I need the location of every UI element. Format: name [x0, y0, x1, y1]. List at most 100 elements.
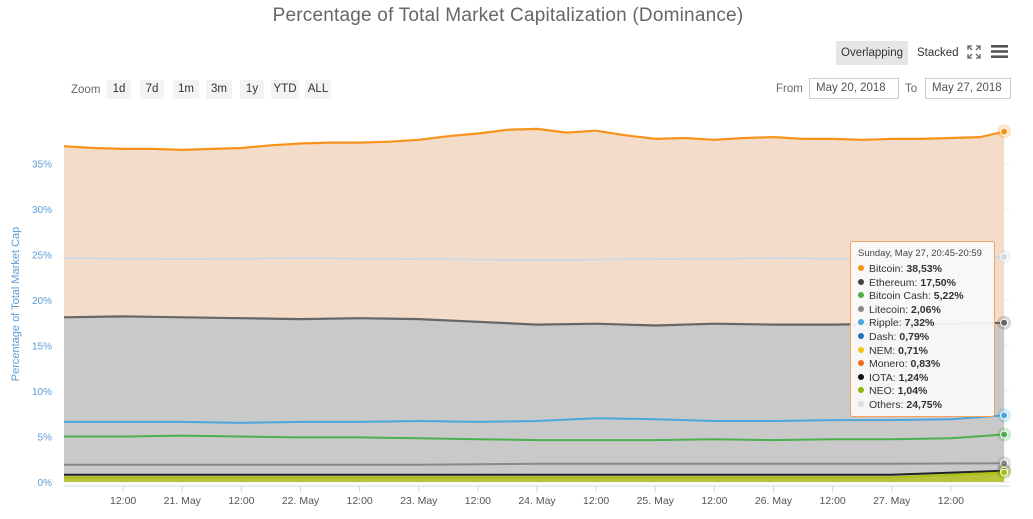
tooltip-series-name: NEM:: [869, 344, 899, 357]
series-dot-icon: [858, 400, 864, 407]
tooltip-series-value: 7,32%: [904, 317, 935, 330]
zoom-1d-button[interactable]: 1d: [107, 80, 131, 99]
data-point-bitcoin[interactable]: [1000, 127, 1009, 136]
series-line-bitcoin-cash[interactable]: [64, 433, 1005, 442]
y-tick-label: 0%: [38, 478, 53, 489]
series-line-neo[interactable]: [64, 471, 1005, 479]
tooltip-series-name: Bitcoin:: [869, 263, 907, 275]
data-point-bitcoin-cash[interactable]: [1000, 430, 1009, 439]
data-point-others[interactable]: [1000, 252, 1009, 261]
tooltip-header: Sunday, May 27, 20:45-20:59: [858, 248, 982, 259]
x-tick-label: 12:00: [346, 495, 372, 507]
x-tick-label: 12:00: [228, 495, 254, 507]
data-point-ethereum[interactable]: [1000, 318, 1009, 327]
series-line-ripple[interactable]: [64, 414, 1005, 424]
chart-title: Percentage of Total Market Capitalizatio…: [272, 5, 744, 26]
from-label: From: [776, 83, 803, 95]
tooltip-row: Monero: 0,83%: [858, 358, 987, 372]
x-tick-label: 26. May: [755, 495, 793, 507]
x-tick-label: 23. May: [400, 495, 438, 507]
tooltip-series-value: 0,83%: [910, 358, 941, 371]
from-date-input[interactable]: [809, 78, 899, 99]
zoom-1y-button[interactable]: 1y: [240, 80, 264, 99]
x-tick-label: 12:00: [938, 495, 964, 507]
hamburger-menu-icon[interactable]: [991, 44, 1008, 59]
tooltip-row: Bitcoin: 38,53%: [858, 263, 987, 277]
series-dot-icon: [858, 373, 864, 380]
series-dot-icon: [858, 278, 864, 285]
to-date-input[interactable]: [925, 78, 1011, 99]
series-line-bitcoin[interactable]: [63, 127, 1005, 151]
tooltip-series-value: 17,50%: [920, 276, 956, 289]
zoom-3m-button[interactable]: 3m: [206, 80, 232, 99]
zoom-7d-button[interactable]: 7d: [140, 80, 164, 99]
x-tick-label: 12:00: [110, 495, 136, 507]
tooltip-series-value: 24,75%: [906, 398, 942, 411]
tooltip-row: Litecoin: 2,06%: [858, 304, 987, 318]
tooltip-series-name: NEO:: [869, 385, 898, 398]
series-dot-icon: [858, 292, 864, 299]
data-point-ripple[interactable]: [1000, 411, 1009, 420]
tooltip-row: Ripple: 7,32%: [858, 317, 987, 331]
tooltip-row: Others: 24,75%: [858, 399, 987, 413]
stacked-button[interactable]: Stacked: [917, 47, 959, 59]
fullscreen-icon[interactable]: [967, 45, 981, 59]
tooltip-series-value: 0,79%: [899, 330, 930, 343]
series-line-iota[interactable]: [64, 469, 1005, 476]
series-dot-icon: [858, 346, 864, 353]
x-tick-label: 27. May: [873, 495, 911, 507]
series-dot-icon: [858, 319, 864, 326]
series-dot-icon: [858, 360, 864, 367]
x-tick-label: 21. May: [164, 495, 202, 507]
y-tick-label: 5%: [38, 433, 53, 444]
y-tick-label: 10%: [32, 387, 52, 398]
tooltip-series-name: Bitcoin Cash:: [869, 290, 934, 303]
chart-tooltip: Sunday, May 27, 20:45-20:59 Bitcoin: 38,…: [850, 241, 995, 417]
tooltip-series-value: 38,53%: [906, 263, 942, 275]
tooltip-series-name: Monero:: [869, 358, 911, 371]
zoom-label: Zoom: [71, 84, 101, 96]
tooltip-row: IOTA: 1,24%: [858, 372, 987, 386]
tooltip-series-value: 1,04%: [897, 385, 928, 398]
x-tick-label: 25. May: [637, 495, 675, 507]
tooltip-row: NEM: 0,71%: [858, 345, 987, 359]
tooltip-series-name: Ethereum:: [869, 276, 921, 289]
tooltip-series-value: 5,22%: [933, 290, 964, 303]
tooltip-row: Ethereum: 17,50%: [858, 277, 987, 291]
zoom-all-button[interactable]: ALL: [305, 80, 331, 99]
tooltip-row: Bitcoin Cash: 5,22%: [858, 290, 987, 304]
series-dot-icon: [858, 387, 864, 394]
data-point-neo[interactable]: [1000, 468, 1009, 477]
x-tick-label: 12:00: [583, 495, 609, 507]
series-dot-icon: [858, 265, 864, 271]
zoom-1m-button[interactable]: 1m: [173, 80, 199, 99]
tooltip-series-name: Others:: [869, 398, 907, 411]
zoom-ytd-button[interactable]: YTD: [271, 80, 299, 99]
tooltip-series-name: Dash:: [869, 330, 900, 343]
y-tick-label: 25%: [32, 251, 52, 262]
tooltip-series-name: Ripple:: [869, 317, 905, 330]
x-tick-label: 24. May: [518, 495, 556, 507]
series-line-litecoin[interactable]: [64, 462, 1005, 466]
x-tick-label: 12:00: [701, 495, 727, 507]
tooltip-series-name: Litecoin:: [869, 303, 912, 316]
tooltip-series-value: 0,71%: [898, 344, 928, 357]
tooltip-row: Dash: 0,79%: [858, 331, 987, 345]
tooltip-row: NEO: 1,04%: [858, 385, 987, 399]
y-tick-label: 35%: [32, 160, 52, 171]
x-tick-label: 22. May: [282, 495, 320, 507]
to-label: To: [905, 83, 918, 95]
tooltip-series-value: 2,06%: [911, 303, 941, 316]
y-tick-label: 30%: [32, 205, 52, 216]
y-tick-label: 20%: [32, 296, 52, 307]
y-tick-label: 15%: [32, 342, 52, 353]
tooltip-series-name: IOTA:: [869, 371, 899, 384]
series-dot-icon: [858, 332, 864, 339]
series-dot-icon: [858, 305, 864, 312]
area-neo: [64, 472, 1005, 482]
overlapping-button[interactable]: Overlapping: [836, 41, 909, 65]
tooltip-series-value: 1,24%: [898, 371, 929, 384]
x-tick-label: 12:00: [819, 495, 845, 507]
x-tick-label: 12:00: [465, 495, 491, 507]
